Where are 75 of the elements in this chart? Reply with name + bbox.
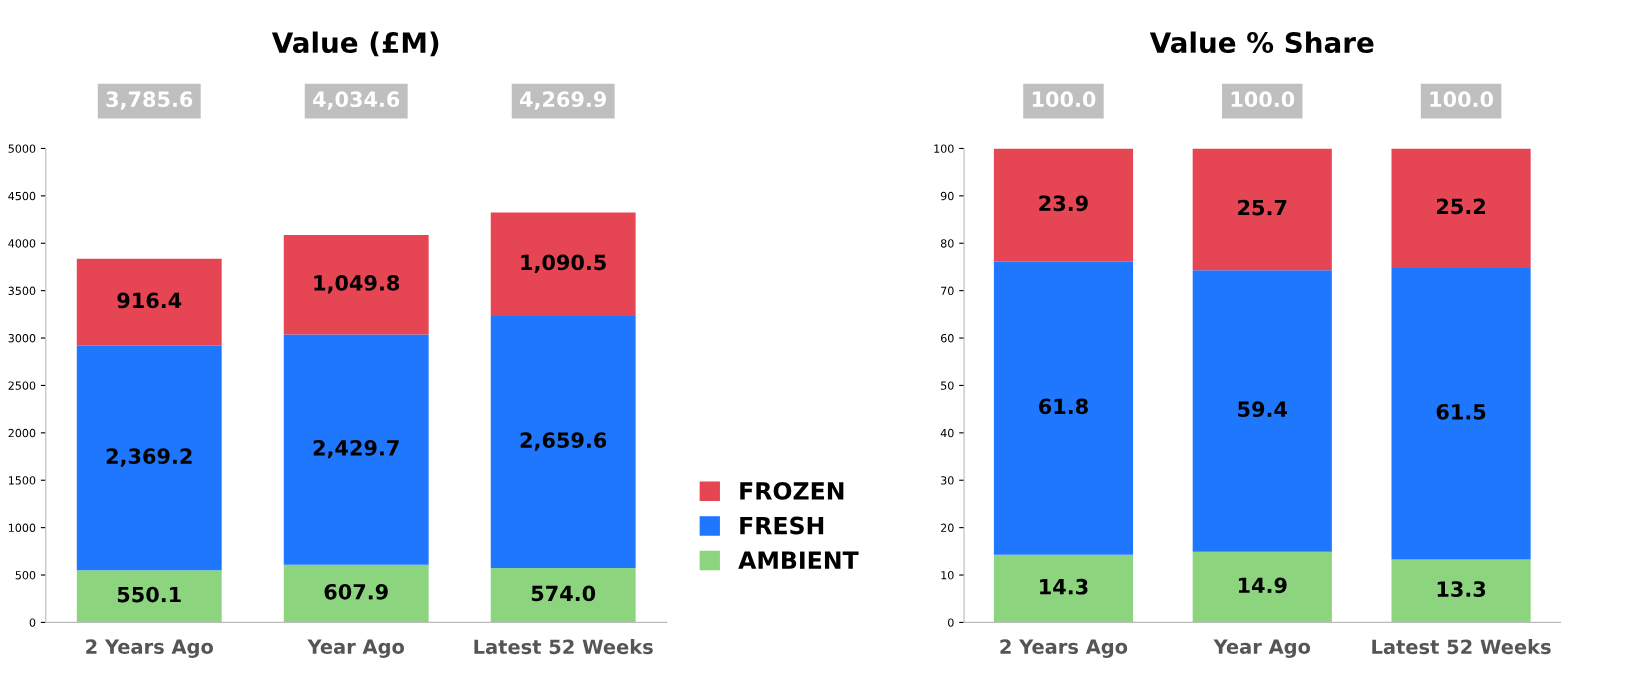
x-tick-label: Latest 52 Weeks: [474, 639, 653, 655]
bar: [283, 564, 429, 623]
bar: [1391, 148, 1531, 268]
data-label: 13.3: [1437, 581, 1486, 597]
bar: [490, 315, 636, 569]
data-label: 59.4: [1238, 401, 1288, 418]
x-tick-label: 2 Years Ago: [86, 639, 213, 658]
y-tick-label: 20: [941, 523, 954, 533]
legend-label: FROZEN: [740, 481, 844, 500]
data-label: 1,090.5: [521, 254, 606, 273]
x-tick-label: Latest 52 Weeks: [1372, 639, 1551, 655]
text: 4,269.9: [519, 91, 607, 110]
y-tick-label: 4000: [8, 239, 36, 248]
y-tick-label: 30: [941, 476, 954, 485]
y-tick-label: 90: [940, 191, 954, 201]
bar: [1192, 551, 1332, 623]
y-tick-label: 80: [940, 239, 954, 248]
text: 100.0: [1231, 91, 1295, 108]
y-tick-label: 1500: [8, 476, 36, 485]
data-label: 607.9: [324, 583, 388, 600]
y-tick-label: 3000: [8, 334, 36, 343]
bar: [76, 570, 222, 623]
data-label: 23.9: [1039, 195, 1088, 212]
data-label: 25.7: [1238, 199, 1287, 216]
y-tick-label: 70: [941, 286, 954, 296]
data-label: 2,659.6: [520, 432, 607, 451]
text: 100.0: [1032, 91, 1096, 108]
x-tick-label: Year Ago: [307, 639, 405, 658]
data-label: 2,369.2: [106, 448, 192, 467]
data-label: 916.4: [117, 292, 182, 309]
y-tick-label: 500: [15, 571, 36, 580]
bar: [490, 568, 636, 623]
y-tick-label: 1000: [8, 523, 36, 533]
y-tick-label: 50: [941, 381, 954, 390]
data-label: 2,429.7: [313, 439, 399, 459]
text: 3,785.6: [106, 91, 193, 110]
bar: [283, 234, 429, 335]
chart-title: Value % Share: [1149, 31, 1374, 54]
text: 4,034.6: [313, 91, 400, 110]
bar: [490, 212, 636, 316]
bar: [993, 554, 1134, 623]
bar: [1192, 270, 1332, 552]
y-tick-label: 100: [934, 144, 954, 153]
data-label: 14.3: [1040, 578, 1088, 595]
y-tick-label: 2500: [8, 381, 36, 390]
y-tick-label: 5000: [8, 144, 36, 153]
y-tick-label: 0: [29, 618, 36, 627]
text: 100.0: [1430, 91, 1494, 108]
chart-title: Value (£M): [271, 31, 439, 57]
data-label: 550.1: [117, 586, 181, 603]
data-label: 1,049.8: [314, 275, 400, 294]
x-tick-label: Year Ago: [1213, 639, 1311, 658]
bar: [1391, 559, 1531, 623]
y-tick-label: 40: [940, 428, 954, 438]
data-label: 61.8: [1039, 398, 1088, 415]
bar: [76, 258, 222, 346]
data-label: 14.9: [1238, 577, 1287, 594]
bar: [993, 261, 1134, 555]
bar: [1391, 267, 1531, 560]
data-label: 25.2: [1437, 198, 1485, 215]
legend-label: AMBIENT: [738, 551, 859, 569]
bar: [283, 334, 429, 565]
data-label: 61.5: [1436, 403, 1486, 420]
bar: [76, 345, 222, 571]
data-label: 574.0: [531, 585, 596, 602]
y-tick-label: 2000: [8, 428, 36, 438]
x-tick-label: 2 Years Ago: [1000, 639, 1128, 658]
bar: [993, 148, 1134, 262]
y-tick-label: 60: [940, 334, 954, 343]
bar: [1192, 148, 1332, 271]
y-tick-label: 10: [941, 571, 954, 580]
y-tick-label: 0: [948, 618, 954, 627]
y-tick-label: 3500: [8, 286, 36, 296]
y-tick-label: 4500: [8, 191, 36, 201]
legend-label: FRESH: [740, 516, 824, 535]
